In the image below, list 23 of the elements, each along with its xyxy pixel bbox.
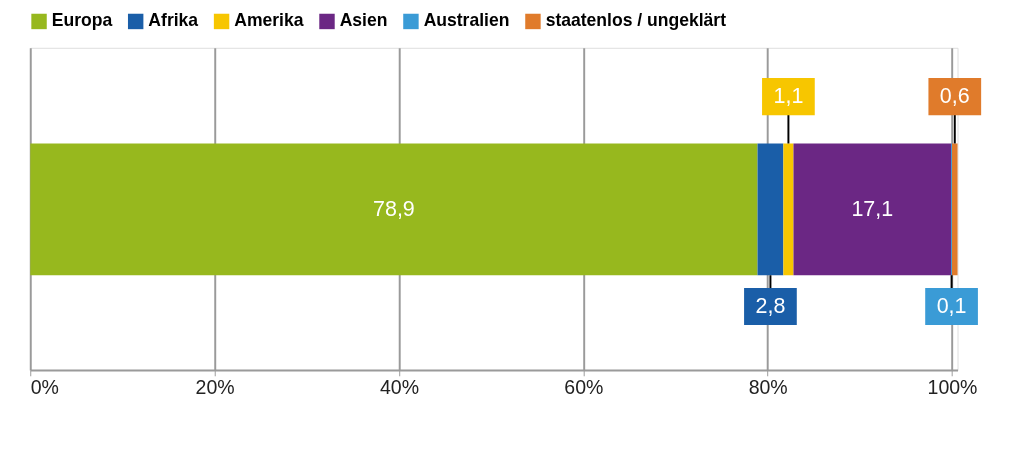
x-tick-label: 0% [30, 375, 59, 398]
x-tick-label: 80% [748, 375, 788, 398]
x-tick-label: 40% [379, 375, 419, 398]
x-tick-label: 100% [927, 375, 978, 398]
legend-label: Asien [339, 10, 388, 31]
bar [793, 143, 952, 276]
bar [757, 143, 784, 276]
x-tick-label: 60% [564, 375, 604, 398]
bar [952, 143, 958, 276]
data-label: 0,6 [939, 84, 970, 109]
data-label: 17,1 [851, 197, 894, 222]
legend-label: Amerika [234, 10, 304, 31]
legend-label: staatenlos / ungeklärt [545, 10, 727, 31]
data-label: 2,8 [755, 294, 786, 319]
legend-label: Afrika [148, 10, 199, 31]
bar [783, 143, 794, 276]
legend-label: Europa [51, 10, 113, 31]
data-label: 0,1 [936, 294, 967, 319]
bar [30, 143, 758, 276]
data-label: 1,1 [773, 84, 804, 109]
data-label: 78,9 [373, 197, 415, 222]
legend-label: Australien [423, 10, 510, 31]
x-tick-label: 20% [195, 375, 235, 398]
